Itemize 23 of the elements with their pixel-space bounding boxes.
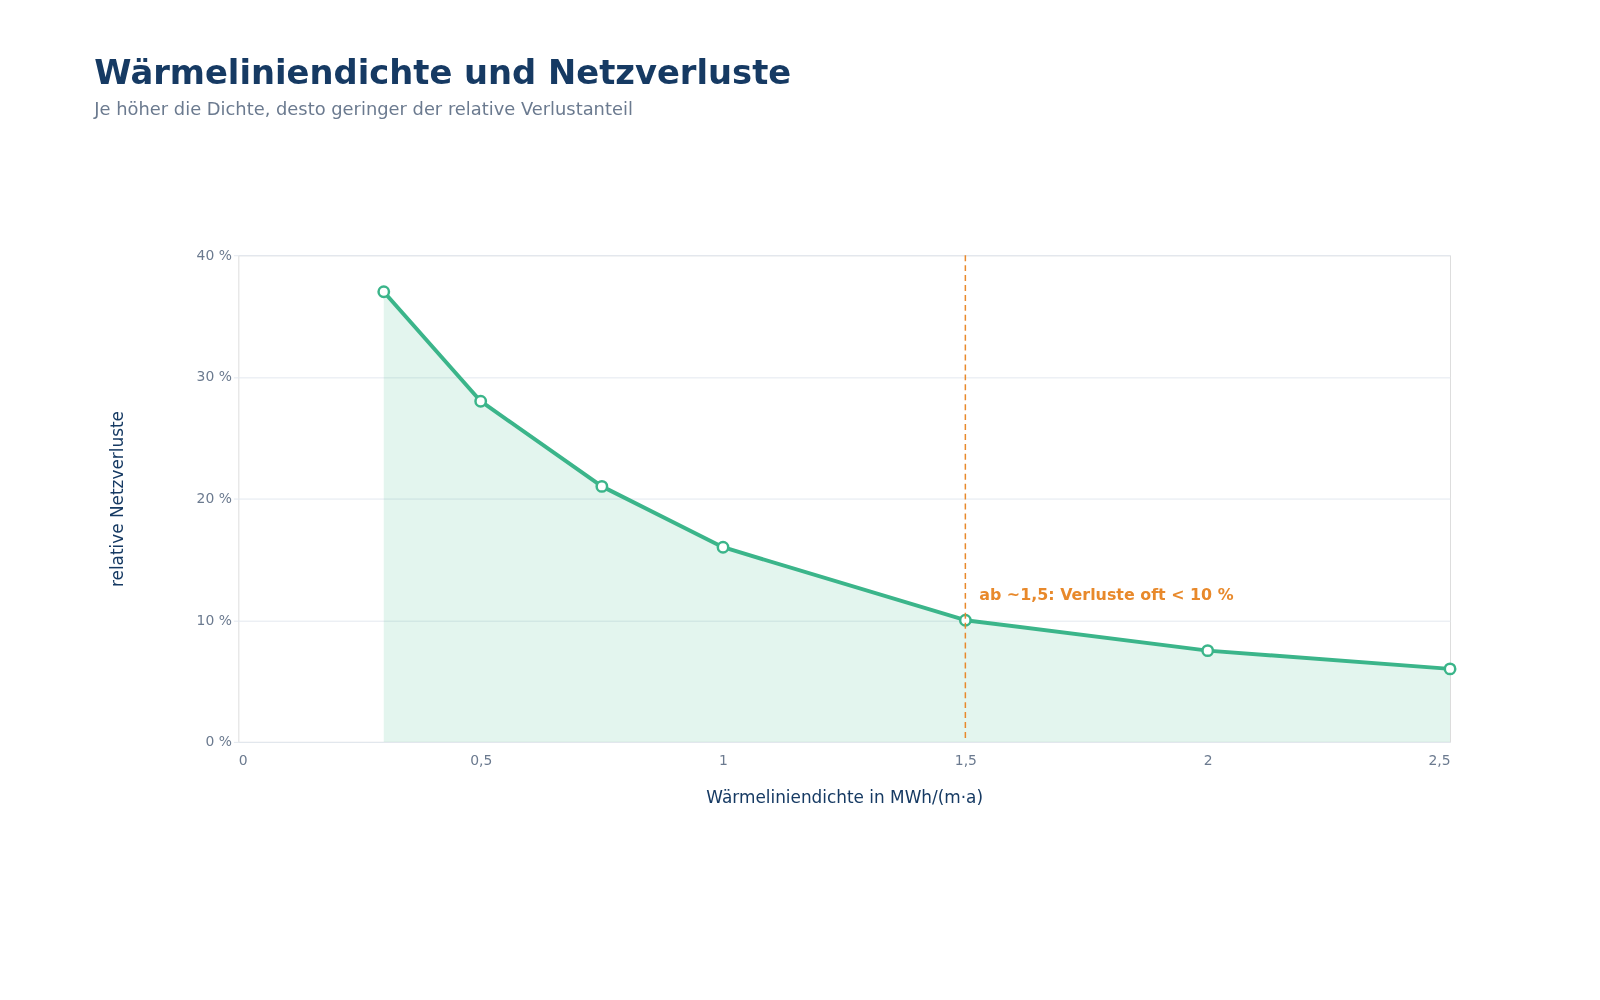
- point: [1201, 644, 1215, 658]
- x-tick-label: 0: [238, 752, 248, 769]
- y-tick-label: 30 %: [196, 368, 232, 385]
- x-tick-label: 2,5: [1428, 752, 1451, 769]
- y-tick-label: 0 %: [205, 733, 232, 750]
- x-axis-title: Wärmeliniendichte in MWh/(m·a): [706, 786, 984, 807]
- y-tick-label: 10 %: [196, 611, 232, 628]
- point: [1443, 662, 1457, 676]
- x-tick-label: 1: [719, 752, 728, 769]
- chart-title: Wärmeliniendichte und Netzverluste: [94, 53, 792, 93]
- chart-subtitle: Je höher die Dichte, desto geringer der relative Verlustanteil: [93, 98, 633, 120]
- point: [474, 394, 488, 408]
- ref-line-label: ab ~1,5: Verluste oft < 10 %: [979, 584, 1234, 604]
- point: [958, 613, 972, 627]
- y-axis-title: relative Netzverluste: [107, 411, 128, 588]
- x-tick-label: 0,5: [470, 752, 493, 769]
- y-tick-label: 40 %: [196, 246, 232, 263]
- point: [595, 479, 609, 493]
- y-tick-label: 20 %: [196, 490, 232, 507]
- x-tick-label: 2: [1203, 752, 1213, 769]
- point: [716, 540, 730, 554]
- x-tick-label: 1,5: [954, 752, 977, 769]
- point: [377, 285, 391, 299]
